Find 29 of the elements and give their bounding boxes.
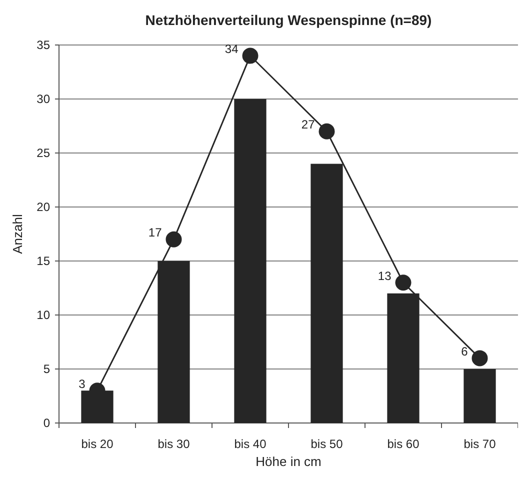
point xyxy=(472,350,488,366)
point xyxy=(395,274,412,291)
y-tick-label: 5 xyxy=(43,362,50,376)
point xyxy=(166,231,182,248)
x-tick-label: bis 70 xyxy=(464,437,496,451)
y-tick-label: 30 xyxy=(36,92,50,106)
y-tick-label: 35 xyxy=(36,38,50,52)
data-label: 3 xyxy=(78,376,86,391)
y-tick-label: 10 xyxy=(36,308,50,322)
x-axis-title: Höhe in cm xyxy=(256,454,322,469)
point xyxy=(318,123,335,140)
x-tick-label: bis 60 xyxy=(387,437,420,451)
y-tick-label: 15 xyxy=(36,254,50,268)
y-axis-title: Anzahl xyxy=(10,214,25,254)
y-tick-label: 20 xyxy=(36,200,50,214)
data-label: 6 xyxy=(461,344,468,358)
chart-title: Netzhöhenverteilung Wespenspinne (n=89) xyxy=(145,12,432,28)
y-tick-label: 25 xyxy=(36,146,50,160)
point xyxy=(242,48,258,64)
x-tick-label: bis 20 xyxy=(81,437,114,451)
data-label: 34 xyxy=(224,42,239,56)
x-tick-label: bis 30 xyxy=(158,437,190,451)
data-label: 13 xyxy=(378,268,392,283)
bar xyxy=(464,369,496,423)
data-label: 17 xyxy=(148,226,162,240)
data-label: 27 xyxy=(301,118,316,132)
x-tick-label: bis 50 xyxy=(310,437,344,451)
x-tick-label: bis 40 xyxy=(234,437,267,451)
y-tick-label: 0 xyxy=(43,416,50,430)
